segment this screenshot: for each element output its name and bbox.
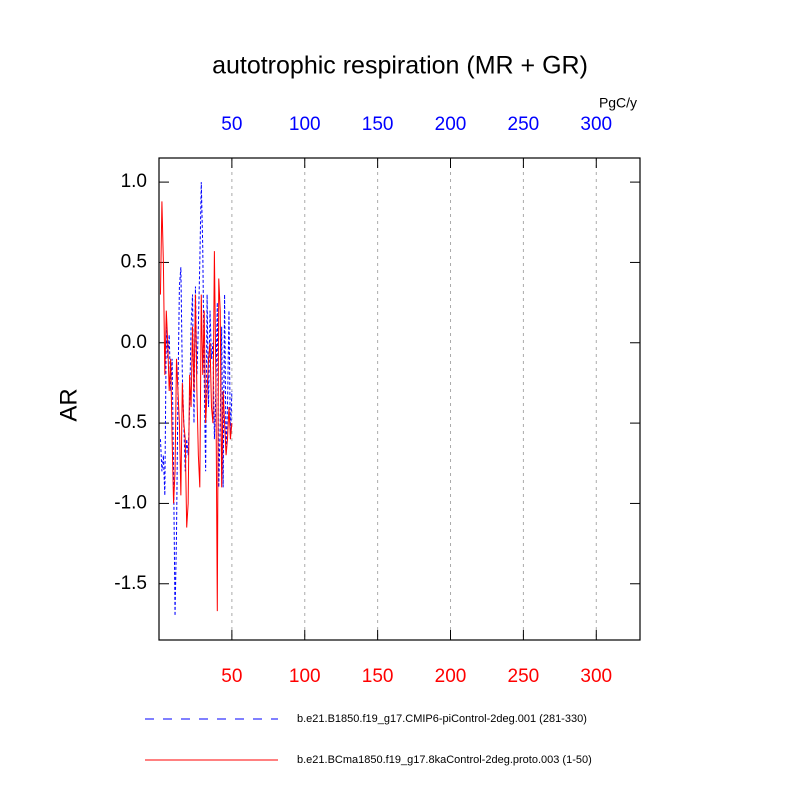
x2-tick-label: 300 — [580, 114, 612, 135]
series-line — [159, 201, 233, 612]
y-tick-label: 0.0 — [121, 332, 147, 353]
chart-title: autotrophic respiration (MR + GR) — [212, 52, 588, 80]
legend-label: b.e21.B1850.f19_g17.CMIP6-piControl-2deg… — [297, 713, 587, 725]
y-tick-label: 1.0 — [121, 171, 147, 192]
x2-tick-label: 100 — [289, 114, 321, 135]
x-tick-label: 250 — [508, 666, 540, 687]
x-tick-label: 100 — [289, 666, 321, 687]
x2-tick-label: 250 — [508, 114, 540, 135]
legend-label: b.e21.BCma1850.f19_g17.8kaControl-2deg.p… — [297, 754, 592, 766]
x2-tick-label: 200 — [435, 114, 467, 135]
y-tick-label: -1.5 — [114, 573, 147, 594]
x2-tick-label: 50 — [221, 114, 242, 135]
y-tick-label: 0.5 — [121, 251, 147, 272]
y-tick-label: -0.5 — [114, 412, 147, 433]
y-axis-label: AR — [55, 388, 82, 421]
x-tick-label: 200 — [435, 666, 467, 687]
y-tick-label: -1.0 — [114, 492, 147, 513]
x-tick-label: 300 — [580, 666, 612, 687]
x-tick-label: 50 — [221, 666, 242, 687]
x-tick-label: 150 — [362, 666, 394, 687]
x2-axis-label: PgC/y — [599, 95, 637, 111]
x2-tick-label: 150 — [362, 114, 394, 135]
plot-frame — [158, 157, 641, 641]
